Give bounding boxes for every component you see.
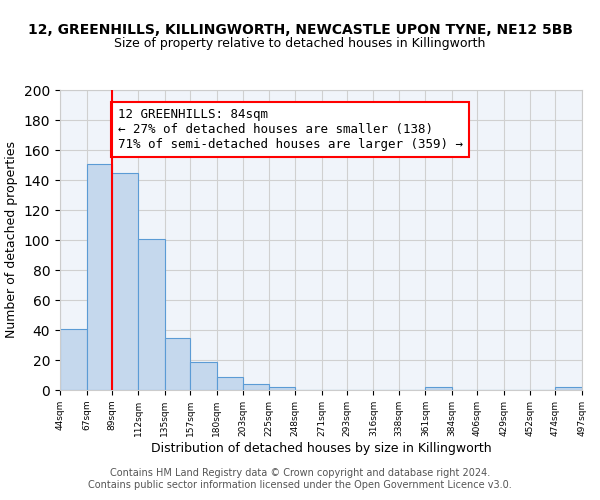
Bar: [139, 238, 165, 390]
Bar: [190, 362, 217, 390]
Bar: [112, 172, 139, 390]
Bar: [165, 338, 190, 390]
Y-axis label: Number of detached properties: Number of detached properties: [5, 142, 18, 338]
Bar: [425, 387, 452, 390]
Bar: [86, 164, 112, 390]
Bar: [269, 387, 295, 390]
Bar: [60, 328, 86, 390]
X-axis label: Distribution of detached houses by size in Killingworth: Distribution of detached houses by size …: [151, 442, 491, 454]
Text: 12, GREENHILLS, KILLINGWORTH, NEWCASTLE UPON TYNE, NE12 5BB: 12, GREENHILLS, KILLINGWORTH, NEWCASTLE …: [28, 22, 572, 36]
Text: Size of property relative to detached houses in Killingworth: Size of property relative to detached ho…: [115, 38, 485, 51]
Text: Contains HM Land Registry data © Crown copyright and database right 2024.
Contai: Contains HM Land Registry data © Crown c…: [88, 468, 512, 490]
Text: 12 GREENHILLS: 84sqm
← 27% of detached houses are smaller (138)
71% of semi-deta: 12 GREENHILLS: 84sqm ← 27% of detached h…: [118, 108, 463, 151]
Bar: [243, 384, 269, 390]
Bar: [556, 387, 582, 390]
Bar: [217, 376, 243, 390]
